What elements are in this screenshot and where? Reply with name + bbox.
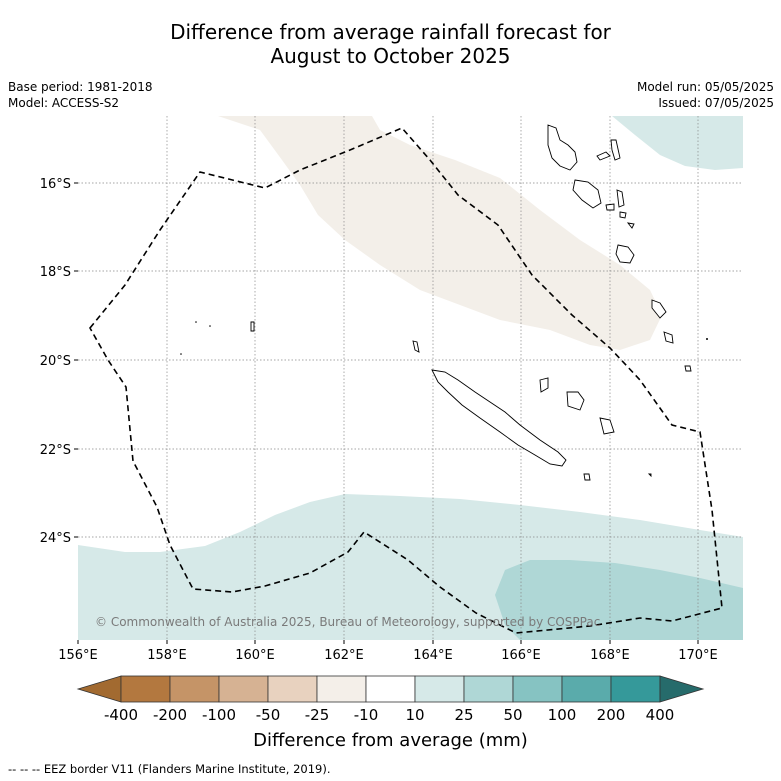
colorbar: -400 -200 -100 -50 -25 -10 10 25 50 100 200 400: [76, 675, 705, 724]
vanuatu-aneityum-outline: [663, 331, 674, 344]
vanuatu-small-isle-1: [619, 211, 627, 219]
model-label: Model: ACCESS-S2: [8, 96, 120, 110]
colorbar-segment: [365, 675, 416, 703]
lon-label-158e: 158°E: [147, 648, 187, 663]
colorbar-segments: [120, 675, 661, 703]
colorbar-segment: [561, 675, 612, 703]
colorbar-title: Difference from average (mm): [253, 730, 528, 751]
isle-of-pines-outline: [583, 473, 591, 481]
colorbar-tick-labels: -400 -200 -100 -50 -25 -10 10 25 50 100 200 400: [104, 706, 674, 724]
islet-3: [180, 353, 182, 355]
map-panel: [78, 116, 743, 640]
new-caledonia-outline: [431, 369, 567, 467]
mare-outline: [599, 417, 615, 435]
map-title-line1: Difference from average rainfall forecas…: [170, 20, 611, 44]
model-run-label: Model run: 05/05/2025: [636, 80, 774, 94]
lat-label-22s: 22°S: [40, 443, 71, 458]
colorbar-tick-label: 10: [405, 706, 424, 724]
colorbar-segment: [512, 675, 563, 703]
colorbar-tick-label: 50: [503, 706, 522, 724]
lon-label-166e: 166°E: [501, 648, 541, 663]
copyright-notice: © Commonwealth of Australia 2025, Bureau…: [95, 615, 600, 629]
lat-label-18s: 18°S: [40, 265, 71, 280]
issued-label: Issued: 07/05/2025: [658, 96, 774, 110]
lon-label-156e: 156°E: [58, 648, 98, 663]
vanuatu-small-isle-2: [626, 222, 635, 229]
lon-label-168e: 168°E: [590, 648, 630, 663]
eez-footnote: -- -- -- EEZ border V11 (Flanders Marine…: [8, 762, 331, 776]
colorbar-tick-label: 25: [454, 706, 473, 724]
belep-outline: [412, 340, 420, 353]
vanuatu-maewo-outline: [610, 139, 621, 161]
colorbar-segment: [414, 675, 465, 703]
hunter-island-outline: [684, 365, 692, 372]
vanuatu-banks-outline: [596, 151, 611, 161]
lon-label-170e: 170°E: [678, 648, 718, 663]
graticule: [78, 116, 743, 640]
colorbar-segment: [463, 675, 514, 703]
chesterfield-outline: [250, 321, 255, 332]
vanuatu-pentecost-outline: [616, 189, 625, 208]
colorbar-tick-label: 100: [548, 706, 577, 724]
axis-ticks: [74, 182, 699, 644]
wet-anomaly-strong: [495, 560, 743, 640]
lifou-outline: [566, 391, 585, 411]
map-title-line2: August to October 2025: [270, 44, 511, 68]
colorbar-segment: [610, 675, 661, 703]
vanuatu-tanna-outline: [651, 299, 667, 319]
colorbar-tick-label: -200: [153, 706, 187, 724]
vanuatu-ambrym-outline: [605, 203, 615, 211]
colorbar-tick-label: -400: [104, 706, 138, 724]
ouvea-outline: [539, 377, 549, 393]
colorbar-segment: [316, 675, 367, 703]
matthew-island-outline: [647, 473, 652, 478]
colorbar-segment: [267, 675, 318, 703]
lon-label-160e: 160°E: [235, 648, 275, 663]
eez-border: [89, 127, 723, 634]
vanuatu-efate-outline: [615, 244, 635, 264]
colorbar-tick-label: -50: [256, 706, 281, 724]
lon-label-162e: 162°E: [324, 648, 364, 663]
islet-4: [706, 338, 708, 340]
colorbar-max-arrow: [659, 675, 705, 703]
colorbar-segment: [120, 675, 171, 703]
vanuatu-espiritu-santo-outline: [547, 124, 578, 171]
colorbar-tick-label: -25: [305, 706, 330, 724]
colorbar-tick-label: 400: [646, 706, 675, 724]
wet-anomaly-northeast: [612, 116, 743, 170]
colorbar-min-arrow: [76, 675, 122, 703]
vanuatu-malekula-outline: [572, 179, 602, 209]
colorbar-tick-label: -100: [202, 706, 236, 724]
colorbar-tick-label: -10: [354, 706, 379, 724]
lat-label-24s: 24°S: [40, 531, 71, 546]
lat-label-16s: 16°S: [40, 177, 71, 192]
islet-2: [209, 325, 211, 327]
colorbar-segment: [169, 675, 220, 703]
dry-anomaly-area: [218, 116, 662, 350]
lon-label-164e: 164°E: [413, 648, 453, 663]
islet-1: [195, 321, 197, 323]
base-period-label: Base period: 1981-2018: [8, 80, 153, 94]
coastlines: [250, 124, 692, 481]
colorbar-segment: [218, 675, 269, 703]
colorbar-tick-label: 200: [597, 706, 626, 724]
lat-label-20s: 20°S: [40, 354, 71, 369]
